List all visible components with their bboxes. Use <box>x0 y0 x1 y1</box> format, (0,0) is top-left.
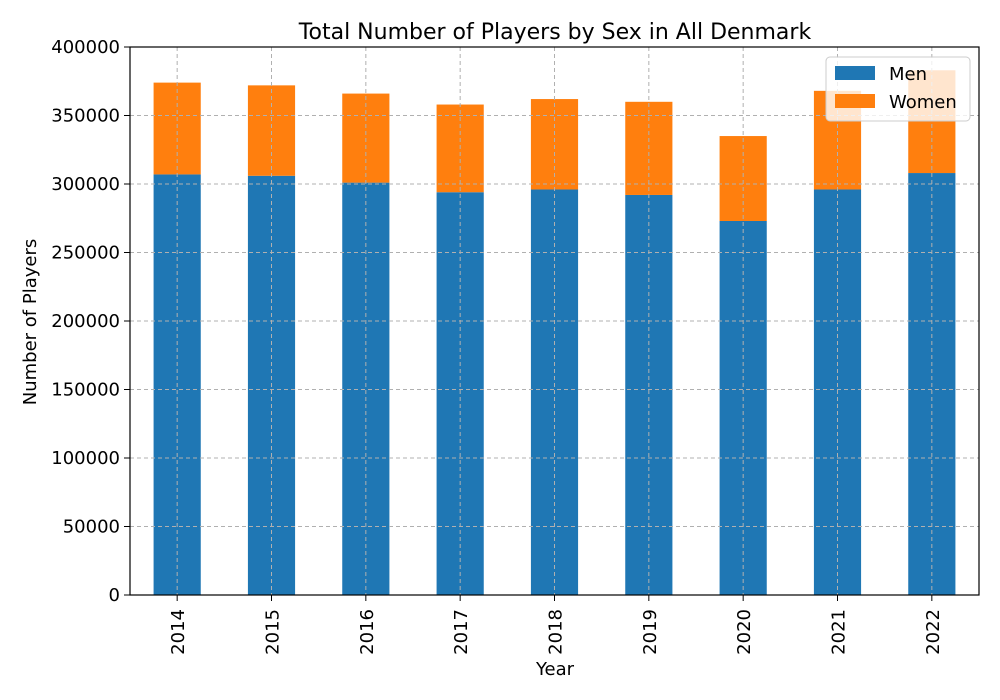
legend-swatch-men <box>835 66 875 80</box>
x-tick-label: 2020 <box>734 609 755 655</box>
x-tick-label: 2018 <box>546 609 567 655</box>
y-tick-label: 250000 <box>51 243 120 264</box>
x-tick-label: 2014 <box>168 609 189 655</box>
x-tick-label: 2016 <box>357 609 378 655</box>
x-axis-ticks: 2014 2015 2016 2017 2018 2019 2020 2021 2022 <box>168 595 944 655</box>
legend-label-men: Men <box>889 64 927 85</box>
y-tick-label: 200000 <box>51 311 120 332</box>
y-tick-label: 100000 <box>51 448 120 469</box>
y-tick-label: 50000 <box>63 517 120 538</box>
y-tick-label: 350000 <box>51 106 120 127</box>
y-axis-ticks: 0 50000 100000 150000 200000 250000 300000 3500… <box>51 37 130 606</box>
y-tick-label: 150000 <box>51 380 120 401</box>
x-tick-label: 2022 <box>923 609 944 655</box>
x-tick-label: 2017 <box>451 609 472 655</box>
x-tick-label: 2015 <box>263 609 284 655</box>
legend: Men Women <box>825 56 971 122</box>
y-axis-label: Number of Players <box>20 239 41 406</box>
legend-swatch-women <box>835 94 875 108</box>
chart-title: Total Number of Players by Sex in All De… <box>298 20 812 45</box>
x-tick-label: 2019 <box>640 609 661 655</box>
x-axis-label: Year <box>535 659 575 680</box>
x-tick-label: 2021 <box>829 609 850 655</box>
y-tick-label: 400000 <box>51 37 120 58</box>
y-tick-label: 300000 <box>51 174 120 195</box>
y-tick-label: 0 <box>109 585 120 606</box>
legend-label-women: Women <box>889 92 957 113</box>
bar-men-2019 <box>625 194 673 595</box>
bar-women-2020 <box>719 136 767 221</box>
